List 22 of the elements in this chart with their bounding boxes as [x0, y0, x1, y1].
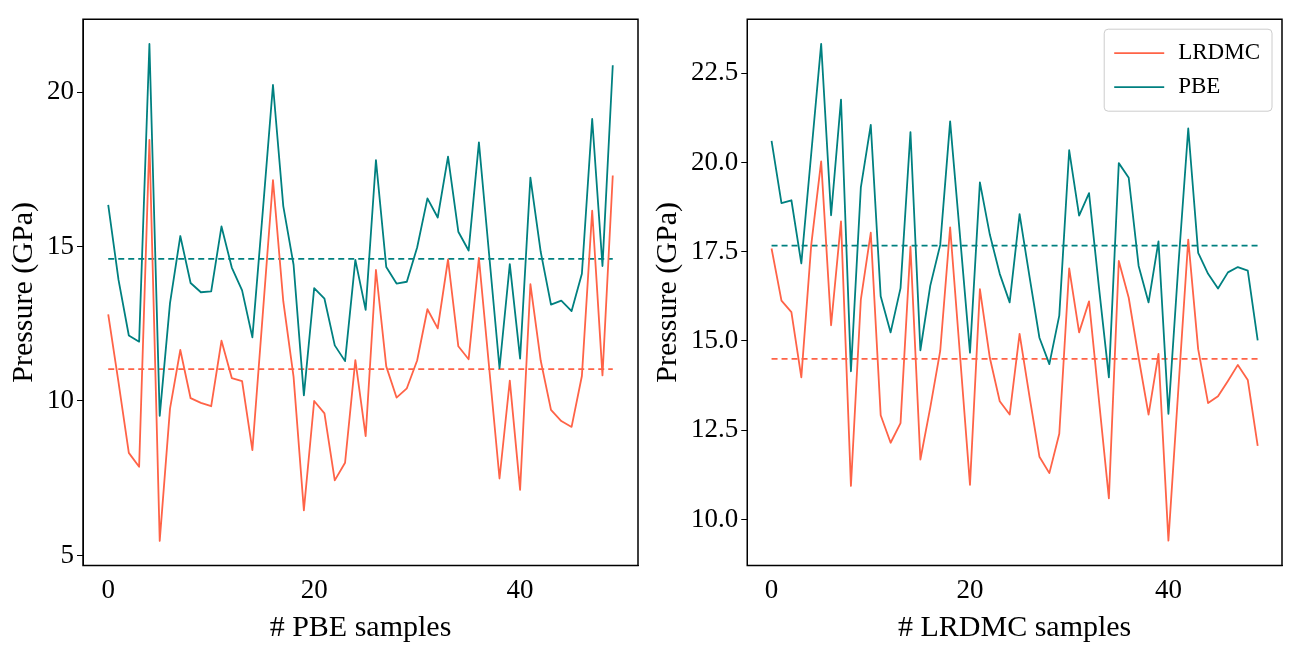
y-tick-label: 10 [47, 384, 74, 415]
y-tick-label: 12.5 [691, 413, 739, 444]
x-tick-label: 20 [300, 573, 328, 604]
y-tick-label: 22.5 [691, 56, 739, 87]
x-tick-label: 40 [506, 573, 534, 604]
y-tick-label: 15.0 [691, 324, 739, 355]
legend-label: PBE [1178, 73, 1221, 99]
x-axis-title: # PBE samples [269, 608, 452, 642]
x-tick-label: 0 [764, 573, 779, 604]
y-tick-label: 17.5 [691, 234, 739, 265]
x-tick-label: 40 [1154, 573, 1182, 604]
y-tick-label: 15 [47, 229, 74, 260]
y-tick-label: 20 [47, 75, 74, 106]
y-tick-label: 20.0 [691, 145, 739, 176]
y-axis-title: Pressure (GPa) [648, 202, 683, 383]
legend-label: LRDMC [1178, 39, 1261, 65]
y-tick-label: 5 [60, 538, 74, 569]
y-tick-label: 10.0 [691, 502, 739, 533]
y-axis-title: Pressure (GPa) [4, 202, 39, 383]
x-axis-title: # LRDMC samples [897, 608, 1132, 642]
x-tick-label: 20 [956, 573, 984, 604]
x-tick-label: 0 [101, 573, 115, 604]
